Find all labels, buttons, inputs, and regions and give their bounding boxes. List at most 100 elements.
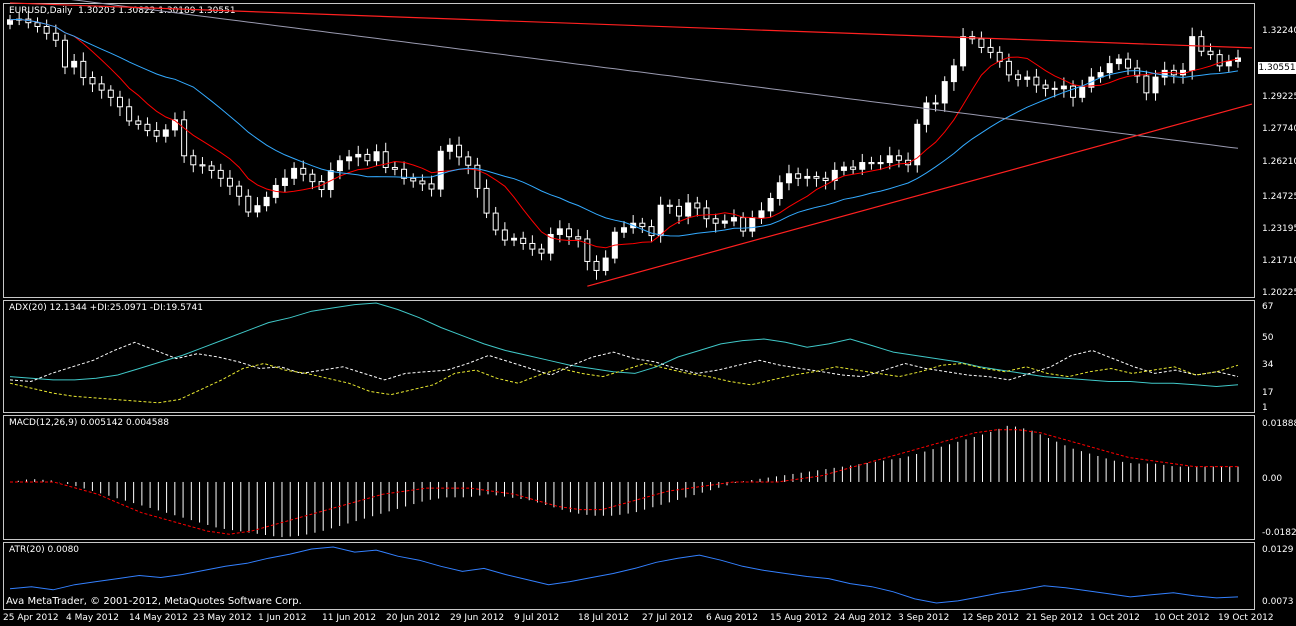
candle-body	[813, 175, 820, 179]
candle-body	[437, 150, 444, 190]
candle-body	[840, 166, 847, 171]
candle-body	[116, 96, 123, 108]
candle-body	[446, 144, 453, 152]
candle-body	[749, 217, 756, 232]
candle-body	[566, 228, 573, 238]
candle-body	[556, 228, 563, 235]
candle-body	[850, 166, 857, 170]
candle-body	[685, 202, 692, 217]
candle-body	[1060, 85, 1067, 90]
candle-body	[43, 26, 50, 34]
adx-axis-label: 1	[1262, 403, 1268, 413]
price-axis-label: 1.23195	[1262, 224, 1296, 234]
candle-body	[987, 46, 994, 53]
candle-body	[1079, 86, 1086, 98]
candle-body	[767, 198, 774, 212]
candle-body	[1207, 50, 1214, 56]
support-trendline	[587, 103, 1253, 287]
macd-axis-label: -0.01825	[1262, 528, 1296, 538]
copyright-text: Ava MetaTrader, © 2001-2012, MetaQuotes …	[6, 596, 302, 607]
candle-body	[905, 159, 912, 166]
candle-body	[171, 119, 178, 131]
date-axis-label: 10 Oct 2012	[1154, 613, 1210, 623]
candle-body	[428, 183, 435, 190]
candle-body	[895, 155, 902, 161]
candle-body	[465, 156, 472, 166]
atr-panel-title: ATR(20) 0.0080	[9, 545, 80, 555]
candle-body	[712, 218, 719, 224]
candle-body	[236, 185, 243, 197]
candle-body	[391, 166, 398, 170]
date-axis-label: 25 Apr 2012	[3, 613, 59, 623]
adx-panel-title: ADX(20) 12.1344 +DI:25.0971 -DI:19.5741	[9, 303, 203, 313]
ma-fast-line	[9, 18, 1239, 249]
candle-body	[181, 119, 188, 157]
candle-body	[1198, 36, 1205, 52]
candle-body	[190, 155, 197, 166]
candle-body	[831, 169, 838, 182]
candle-body	[7, 19, 13, 25]
candle-body	[1125, 58, 1132, 69]
candle-body	[346, 156, 353, 162]
date-axis-label: 23 May 2012	[193, 613, 252, 623]
candle-body	[71, 60, 78, 68]
candle-body	[61, 39, 68, 68]
candle-body	[474, 164, 481, 189]
candle-body	[822, 177, 829, 182]
candle-body	[795, 173, 802, 179]
date-axis-label: 27 Jul 2012	[642, 613, 693, 623]
candle-body	[501, 229, 508, 241]
candle-body	[804, 175, 811, 179]
date-axis-label: 6 Aug 2012	[706, 613, 758, 623]
candle-body	[291, 167, 298, 179]
candle-body	[621, 227, 627, 233]
candle-body	[1189, 36, 1196, 71]
candle-body	[483, 187, 490, 214]
candle-body	[355, 153, 362, 158]
atr-line	[9, 546, 1239, 604]
adx-axis-label: 34	[1262, 360, 1274, 370]
macd-axis-label: 0.01888	[1262, 419, 1296, 429]
candle-body	[89, 77, 96, 85]
candle-body	[98, 83, 105, 91]
current-price-badge: 1.30551	[1258, 62, 1296, 74]
candle-body	[648, 226, 655, 237]
candle-body	[226, 177, 233, 187]
candle-body	[153, 130, 160, 137]
candle-body	[217, 169, 224, 179]
candle-body	[758, 210, 765, 219]
adx-panel: ADX(20) 12.1344 +DI:25.0971 -DI:19.5741	[3, 300, 1255, 413]
candle-body	[1024, 76, 1031, 80]
date-axis-label: 15 Aug 2012	[770, 613, 828, 623]
candle-body	[520, 237, 527, 244]
candle-body	[593, 260, 600, 271]
price-axis-label: 1.26210	[1262, 157, 1296, 167]
macd-panel-title: MACD(12,26,9) 0.005142 0.004588	[9, 418, 169, 428]
candle-body	[419, 180, 426, 185]
candle-body	[511, 237, 518, 241]
candle-body	[199, 164, 206, 167]
candle-body	[1015, 74, 1022, 80]
candle-body	[547, 233, 554, 254]
candle-body	[1143, 75, 1150, 94]
ma-medium-line	[9, 18, 1239, 237]
price-axis-label: 1.32240	[1262, 26, 1296, 36]
candle-body	[1134, 67, 1141, 77]
ma-slow-line	[71, 0, 1239, 149]
candle-body	[730, 217, 737, 222]
adx-axis-label: 67	[1262, 302, 1274, 312]
candle-body	[1106, 63, 1113, 74]
candle-body	[675, 205, 682, 217]
candle-body	[1070, 85, 1077, 98]
candle-body	[245, 195, 252, 213]
date-axis-label: 3 Sep 2012	[898, 613, 950, 623]
candle-body	[107, 89, 114, 98]
candle-body	[254, 205, 261, 213]
candle-body	[868, 162, 875, 165]
candle-body	[1042, 84, 1049, 89]
date-axis-label: 14 May 2012	[129, 613, 188, 623]
date-axis-label: 20 Jun 2012	[386, 613, 441, 623]
price-axis-label: 1.27740	[1262, 124, 1296, 134]
adx-axis-label: 50	[1262, 333, 1274, 343]
